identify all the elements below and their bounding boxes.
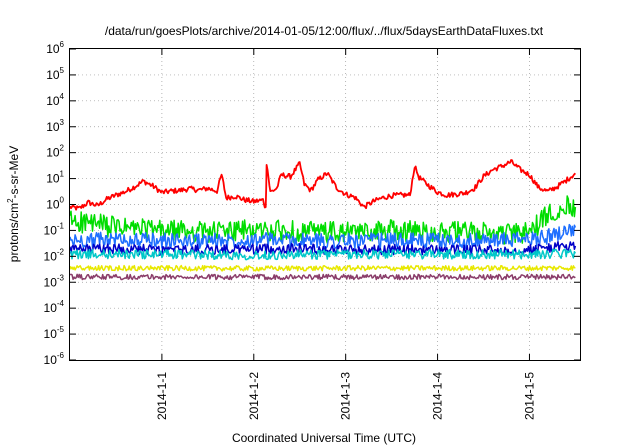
y-tick-label: 10-4 [44, 299, 65, 315]
y-tick-label-base: 10 [44, 353, 58, 367]
y-tick-label-exponent: 6 [60, 40, 65, 49]
x-tick-label: 2014-1-2 [247, 372, 261, 420]
x-tick-label: 2014-1-5 [522, 372, 536, 420]
y-tick-label: 10-6 [44, 351, 65, 367]
y-axis-label: protons/cm2-s-sr-MeV [6, 146, 21, 262]
y-tick-label-exponent: 3 [60, 118, 65, 127]
y-tick-label: 104 [46, 92, 64, 108]
y-tick-label: 106 [46, 40, 64, 56]
y-tick-label-exponent: -6 [57, 351, 65, 360]
y-tick-label: 100 [46, 196, 64, 212]
series-lines [69, 159, 577, 281]
y-tick-label-base: 10 [46, 198, 60, 212]
y-tick-label-exponent: -2 [57, 247, 65, 256]
series-line [69, 223, 577, 250]
y-tick-label-base: 10 [46, 94, 60, 108]
y-tick-label-base: 10 [46, 172, 60, 186]
y-tick-label-base: 10 [46, 68, 60, 82]
y-tick-label-base: 10 [46, 146, 60, 160]
series-line [69, 264, 576, 272]
series-line [69, 273, 576, 281]
y-tick-label-base: 10 [46, 120, 60, 134]
x-axis-ticks: 2014-1-1 2014-1-2 2014-1-3 2014-1-4 2014-1-5 [155, 49, 536, 420]
chart-title: /data/run/goesPlots/archive/2014-01-05/1… [105, 24, 544, 38]
series-line [69, 195, 577, 245]
y-axis-label-part-1: protons/cm [7, 203, 21, 262]
x-tick-label: 2014-1-3 [339, 372, 353, 420]
y-tick-label-exponent: -5 [57, 325, 65, 334]
y-tick-label-exponent: 1 [60, 170, 65, 179]
grid-lines [70, 49, 580, 360]
y-tick-label-exponent: -4 [57, 299, 65, 308]
y-tick-label-exponent: 0 [60, 196, 65, 205]
x-tick-label: 2014-1-1 [155, 372, 169, 420]
x-tick-label: 2014-1-4 [431, 372, 445, 420]
y-tick-label-base: 10 [44, 249, 58, 263]
y-tick-label: 102 [46, 144, 64, 160]
y-tick-label: 101 [46, 170, 64, 186]
series-line [69, 159, 577, 211]
y-axis-ticks: 10-610-510-410-310-210-11001011021031041… [44, 40, 580, 367]
y-tick-label: 10-2 [44, 247, 65, 263]
x-axis-label: Coordinated Universal Time (UTC) [232, 431, 416, 445]
y-tick-label-exponent: -1 [57, 221, 65, 230]
series-line [69, 248, 577, 261]
y-tick-label-exponent: 2 [60, 144, 65, 153]
y-tick-label-base: 10 [44, 301, 58, 315]
y-axis-label-superscript: 2 [6, 198, 15, 203]
plot-frame [69, 48, 581, 361]
y-tick-label-exponent: 4 [60, 92, 65, 101]
y-tick-label-base: 10 [44, 223, 58, 237]
y-tick-label-exponent: -3 [57, 273, 65, 282]
y-tick-label-exponent: 5 [60, 66, 65, 75]
y-tick-label: 10-3 [44, 273, 65, 289]
y-tick-label: 103 [46, 118, 64, 134]
y-tick-label-base: 10 [46, 42, 60, 56]
y-tick-label-base: 10 [44, 327, 58, 341]
y-tick-label: 10-5 [44, 325, 65, 341]
y-tick-label-base: 10 [44, 275, 58, 289]
series-line [69, 240, 577, 257]
y-tick-label: 105 [46, 66, 64, 82]
y-axis-label-part-2: -s-sr-MeV [7, 146, 21, 199]
y-tick-label: 10-1 [44, 221, 65, 237]
